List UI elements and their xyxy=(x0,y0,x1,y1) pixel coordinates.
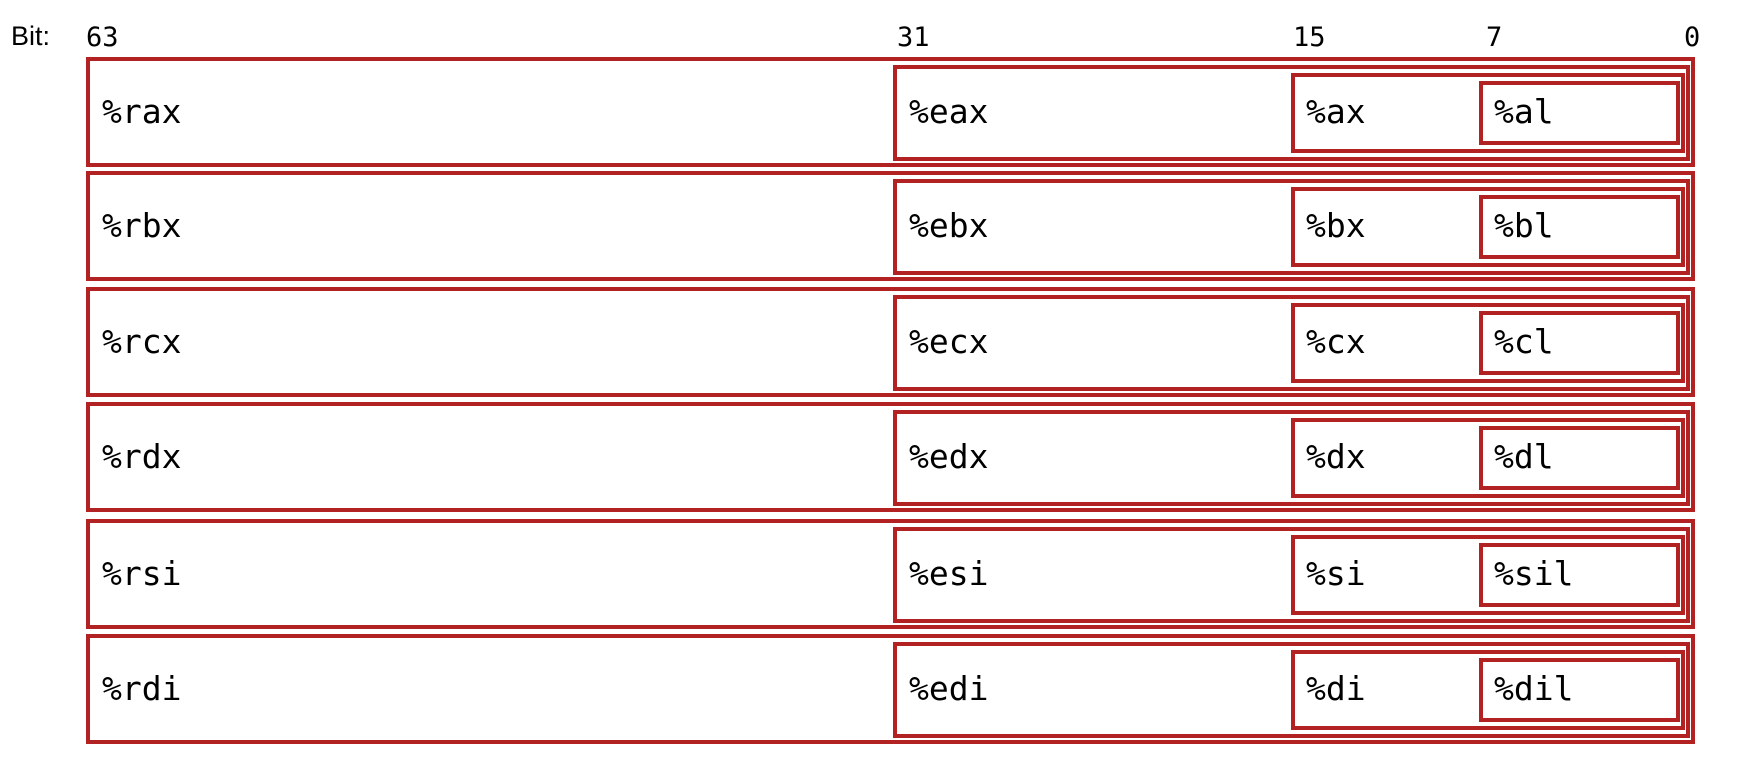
register-r8-box xyxy=(1479,658,1680,722)
register-r32-label: %ecx xyxy=(909,322,989,361)
register-r8-box xyxy=(1479,81,1680,145)
register-row: %rdi %edi %di %dil xyxy=(0,634,1740,744)
register-r16-label: %cx xyxy=(1306,322,1366,361)
register-r8-box xyxy=(1479,426,1680,490)
bit-axis-label: Bit: xyxy=(11,21,51,51)
register-r8-label: %bl xyxy=(1494,206,1554,245)
register-r8-box xyxy=(1479,195,1680,259)
register-r16-label: %si xyxy=(1306,554,1366,593)
register-r8-label: %dl xyxy=(1494,437,1554,476)
bit-marker-15: 15 xyxy=(1293,22,1326,53)
register-row: %rsi %esi %si %sil xyxy=(0,519,1740,629)
register-r8-box xyxy=(1479,311,1680,375)
register-r8-label: %al xyxy=(1494,92,1554,131)
register-r32-label: %edx xyxy=(909,437,989,476)
register-r64-label: %rcx xyxy=(102,322,182,361)
bit-marker-63: 63 xyxy=(86,22,119,53)
register-row: %rdx %edx %dx %dl xyxy=(0,402,1740,512)
register-row: %rbx %ebx %bx %bl xyxy=(0,171,1740,281)
register-row: %rax %eax %ax %al xyxy=(0,57,1740,167)
register-r16-label: %di xyxy=(1306,669,1366,708)
register-row: %rcx %ecx %cx %cl xyxy=(0,287,1740,397)
register-r8-box xyxy=(1479,543,1680,607)
register-r64-label: %rdi xyxy=(102,669,182,708)
register-r16-label: %bx xyxy=(1306,206,1366,245)
register-r32-label: %edi xyxy=(909,669,989,708)
bit-marker-7: 7 xyxy=(1486,22,1503,53)
bit-marker-31: 31 xyxy=(897,22,930,53)
register-r32-label: %esi xyxy=(909,554,989,593)
register-r64-label: %rbx xyxy=(102,206,182,245)
register-r64-label: %rsi xyxy=(102,554,182,593)
register-r16-label: %dx xyxy=(1306,437,1366,476)
register-r8-label: %cl xyxy=(1494,322,1554,361)
register-r64-label: %rax xyxy=(102,92,182,131)
register-r32-label: %eax xyxy=(909,92,989,131)
register-r16-label: %ax xyxy=(1306,92,1366,131)
register-r64-label: %rdx xyxy=(102,437,182,476)
register-r8-label: %dil xyxy=(1494,669,1574,708)
register-r32-label: %ebx xyxy=(909,206,989,245)
bit-marker-0: 0 xyxy=(1684,22,1701,53)
register-r8-label: %sil xyxy=(1494,554,1574,593)
